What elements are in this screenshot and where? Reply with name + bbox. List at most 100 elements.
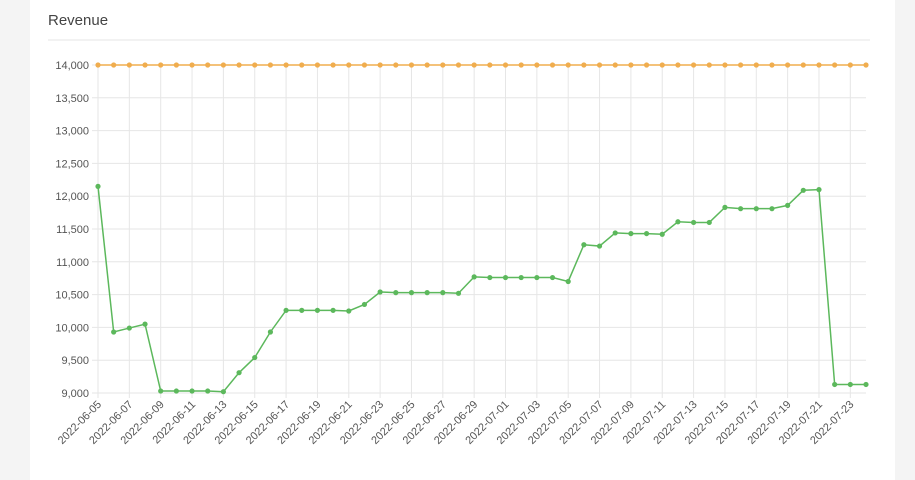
point <box>847 381 853 388</box>
point <box>393 290 399 296</box>
point <box>220 389 226 395</box>
point <box>173 388 179 394</box>
point <box>690 219 697 226</box>
point <box>534 274 540 281</box>
point <box>487 62 493 68</box>
point <box>314 307 321 313</box>
point <box>142 62 148 68</box>
chart-title: Revenue <box>48 12 108 29</box>
point <box>471 274 477 280</box>
y-tick-label: 12,000 <box>55 191 89 203</box>
point <box>299 307 305 313</box>
point <box>252 354 258 361</box>
point <box>158 62 164 68</box>
point <box>800 62 806 68</box>
y-tick-label: 11,500 <box>56 224 89 236</box>
point <box>361 301 368 308</box>
point <box>675 219 681 225</box>
point <box>581 242 587 248</box>
point <box>361 62 368 68</box>
point <box>283 62 289 68</box>
point <box>785 202 791 208</box>
point <box>408 290 415 296</box>
point <box>863 381 869 388</box>
point <box>800 187 806 193</box>
point <box>769 62 775 68</box>
point <box>643 62 650 68</box>
point <box>549 62 556 68</box>
point <box>487 274 493 281</box>
point <box>455 290 462 296</box>
point <box>111 329 117 335</box>
point <box>267 329 274 335</box>
point <box>502 62 509 68</box>
point <box>565 62 571 68</box>
point <box>612 230 618 236</box>
point <box>816 187 822 193</box>
point <box>220 62 226 68</box>
point <box>565 278 571 285</box>
y-tick-label: 13,000 <box>55 126 89 138</box>
point <box>612 62 618 68</box>
point <box>189 62 195 68</box>
y-tick-label: 12,500 <box>55 158 89 170</box>
y-tick-label: 9,500 <box>61 355 89 367</box>
point <box>314 62 321 68</box>
card <box>30 0 895 480</box>
point <box>675 62 681 68</box>
point <box>252 62 258 68</box>
point <box>424 62 430 68</box>
point <box>455 62 462 68</box>
point <box>706 62 712 68</box>
y-tick-label: 10,500 <box>55 290 89 302</box>
point <box>785 62 791 68</box>
point <box>738 62 744 68</box>
y-tick-label: 13,500 <box>55 93 89 105</box>
point <box>643 230 650 237</box>
point <box>753 62 759 68</box>
point <box>722 204 728 210</box>
point <box>518 274 524 281</box>
point <box>690 62 697 68</box>
point <box>659 231 665 237</box>
point <box>722 62 728 68</box>
point <box>126 325 132 331</box>
point <box>377 62 383 68</box>
point <box>628 230 634 237</box>
point <box>95 183 101 189</box>
point <box>769 206 775 212</box>
point <box>440 290 446 296</box>
point <box>346 308 352 314</box>
point <box>502 274 509 281</box>
point <box>299 62 305 68</box>
y-tick-label: 11,000 <box>56 257 89 269</box>
point <box>549 274 556 281</box>
point <box>330 62 336 68</box>
point <box>832 381 838 388</box>
point <box>126 62 132 68</box>
point <box>816 62 822 68</box>
point <box>283 307 289 313</box>
point <box>205 62 211 68</box>
point <box>205 388 211 394</box>
point <box>267 62 274 68</box>
point <box>424 290 430 296</box>
point <box>738 206 744 212</box>
point <box>393 62 399 68</box>
y-tick-label: 10,000 <box>55 322 89 334</box>
point <box>518 62 524 68</box>
point <box>158 388 164 394</box>
point <box>596 62 603 68</box>
series-line <box>97 186 866 393</box>
point <box>330 307 336 313</box>
point <box>173 62 179 68</box>
point <box>596 243 603 249</box>
point <box>95 62 101 68</box>
point <box>534 62 540 68</box>
point <box>189 388 195 394</box>
point <box>659 62 665 68</box>
point <box>236 62 242 68</box>
point <box>346 62 352 68</box>
point <box>832 62 838 68</box>
